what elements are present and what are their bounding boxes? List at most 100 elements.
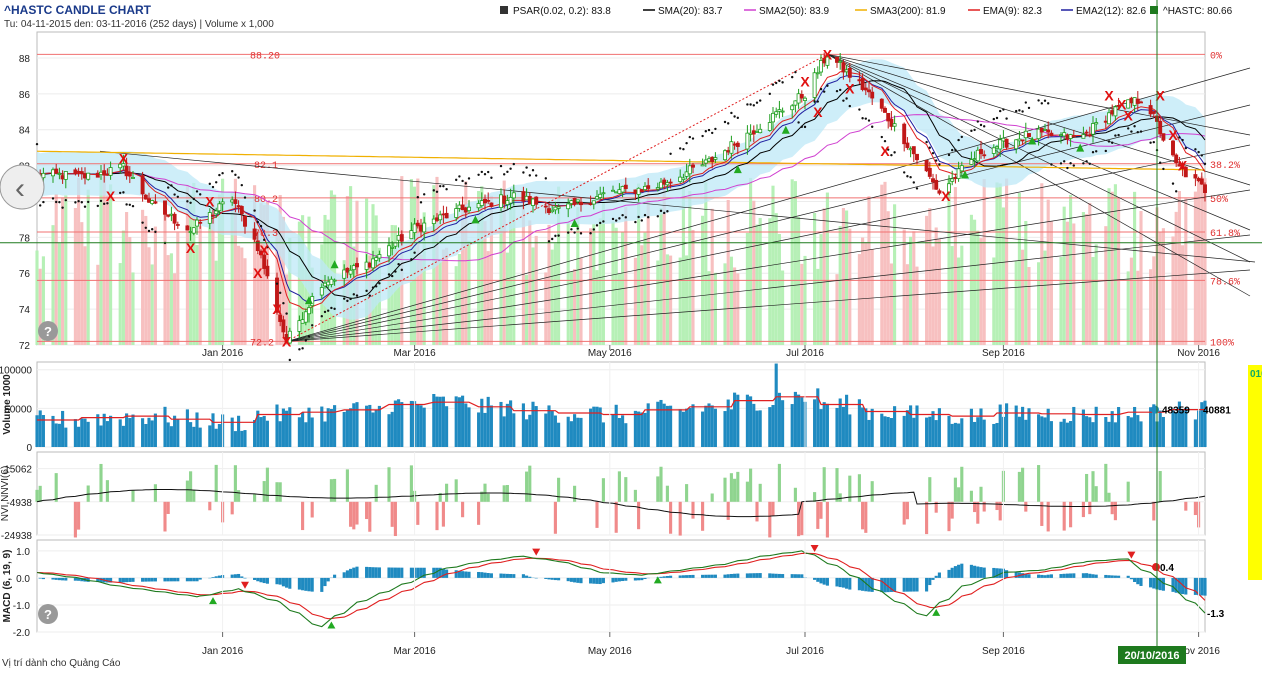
nvi-bar bbox=[391, 502, 394, 527]
candle-body bbox=[1072, 136, 1075, 137]
nvi-bar bbox=[237, 490, 240, 502]
price-volume-bar bbox=[96, 265, 99, 345]
volume-bar bbox=[935, 420, 938, 447]
macd-histogram-bar bbox=[554, 578, 557, 580]
candle-body bbox=[618, 190, 621, 194]
psar-dot bbox=[509, 168, 511, 170]
candle-body bbox=[215, 211, 218, 214]
psar-dot bbox=[301, 347, 303, 349]
macd-histogram-bar bbox=[311, 578, 314, 592]
price-volume-bar bbox=[679, 258, 682, 345]
psar-dot bbox=[932, 152, 934, 154]
psar-dot bbox=[708, 129, 710, 131]
price-volume-bar bbox=[199, 226, 202, 345]
macd-histogram-bar bbox=[512, 574, 515, 578]
volume-bar bbox=[992, 424, 995, 447]
macd-histogram-bar bbox=[615, 578, 618, 582]
macd-histogram-bar bbox=[55, 578, 58, 580]
psar-dot bbox=[733, 115, 735, 117]
volume-bar bbox=[615, 405, 618, 447]
psar-dot bbox=[141, 221, 143, 223]
volume-bar bbox=[778, 393, 781, 447]
psar-dot bbox=[1172, 182, 1174, 184]
price-volume-bar bbox=[669, 256, 672, 345]
candle-body bbox=[221, 202, 224, 204]
volume-bar bbox=[951, 424, 954, 447]
help-button-macd[interactable]: ? bbox=[38, 604, 58, 624]
candle-body bbox=[237, 206, 240, 207]
volume-bar bbox=[1069, 421, 1072, 447]
nvi-bar bbox=[1107, 493, 1110, 502]
psar-dot bbox=[433, 189, 435, 191]
candle-body bbox=[416, 223, 419, 226]
volume-bar bbox=[1082, 410, 1085, 447]
volume-bar bbox=[1063, 419, 1066, 447]
nvi-tick-label: -24938 bbox=[1, 531, 33, 542]
macd-histogram-bar bbox=[170, 578, 173, 581]
psar-dot bbox=[327, 310, 329, 312]
macd-histogram-bar bbox=[679, 575, 682, 577]
candle-body bbox=[979, 149, 982, 153]
help-button-main[interactable]: ? bbox=[38, 321, 58, 341]
candle-body bbox=[458, 205, 461, 208]
ad-placeholder[interactable]: Vị trí dành cho Quảng Cáo bbox=[2, 658, 121, 669]
psar-dot bbox=[647, 216, 649, 218]
candle-body bbox=[858, 80, 861, 81]
macd-histogram-bar bbox=[976, 566, 979, 577]
psar-dot bbox=[714, 128, 716, 130]
psar-dot bbox=[468, 177, 470, 179]
macd-histogram-bar bbox=[1095, 575, 1098, 578]
price-volume-bar bbox=[1043, 251, 1046, 345]
macd-histogram-bar bbox=[1200, 578, 1203, 596]
macd-histogram-bar bbox=[791, 574, 794, 578]
price-volume-bar bbox=[128, 237, 131, 345]
date-tick-label: Mar 2016 bbox=[393, 646, 436, 657]
psar-dot bbox=[906, 175, 908, 177]
nav-back-button[interactable]: ‹ bbox=[0, 165, 44, 209]
macd-histogram-bar bbox=[819, 578, 822, 583]
volume-bar bbox=[845, 395, 848, 447]
volume-bar bbox=[525, 419, 528, 447]
price-volume-bar bbox=[752, 201, 755, 345]
volume-bar bbox=[416, 404, 419, 447]
price-volume-bar bbox=[506, 253, 509, 345]
volume-bar bbox=[387, 414, 390, 447]
nvi-bar bbox=[634, 490, 637, 502]
candle-body bbox=[1130, 98, 1133, 103]
psar-dot bbox=[52, 197, 54, 199]
psar-dot bbox=[983, 125, 985, 127]
nvi-bar bbox=[186, 481, 189, 502]
nvi-bar bbox=[163, 502, 166, 532]
price-volume-bar bbox=[781, 270, 784, 345]
candle-body bbox=[467, 207, 470, 210]
candle-body bbox=[835, 57, 838, 62]
psar-dot bbox=[1041, 102, 1043, 104]
volume-bar bbox=[1194, 419, 1197, 447]
psar-dot bbox=[1204, 163, 1206, 165]
volume-bar bbox=[659, 400, 662, 447]
volume-bar bbox=[688, 408, 691, 447]
macd-histogram-bar bbox=[970, 565, 973, 578]
nvi-bar bbox=[528, 466, 531, 502]
psar-dot bbox=[1108, 140, 1110, 142]
psar-dot bbox=[522, 171, 524, 173]
legend-entry: SMA2(50): 83.9 bbox=[759, 6, 829, 17]
nvi-bar bbox=[74, 502, 77, 538]
psar-dot bbox=[1162, 168, 1164, 170]
price-volume-bar bbox=[906, 264, 909, 345]
macd-histogram-bar bbox=[707, 575, 710, 578]
sell-signal-marker: X bbox=[260, 242, 270, 258]
macd-histogram-bar bbox=[371, 567, 374, 578]
volume-bar bbox=[842, 407, 845, 447]
volume-bar bbox=[122, 426, 125, 447]
psar-dot bbox=[1140, 130, 1142, 132]
legend-swatch bbox=[500, 6, 508, 14]
candle-body bbox=[1037, 129, 1040, 139]
candle-body bbox=[733, 144, 736, 145]
candle-body bbox=[775, 112, 778, 115]
fib-level-label: 0% bbox=[1210, 51, 1222, 62]
macd-histogram-bar bbox=[640, 578, 643, 580]
volume-bar bbox=[771, 405, 774, 447]
psar-dot bbox=[637, 216, 639, 218]
psar-dot bbox=[170, 184, 172, 186]
